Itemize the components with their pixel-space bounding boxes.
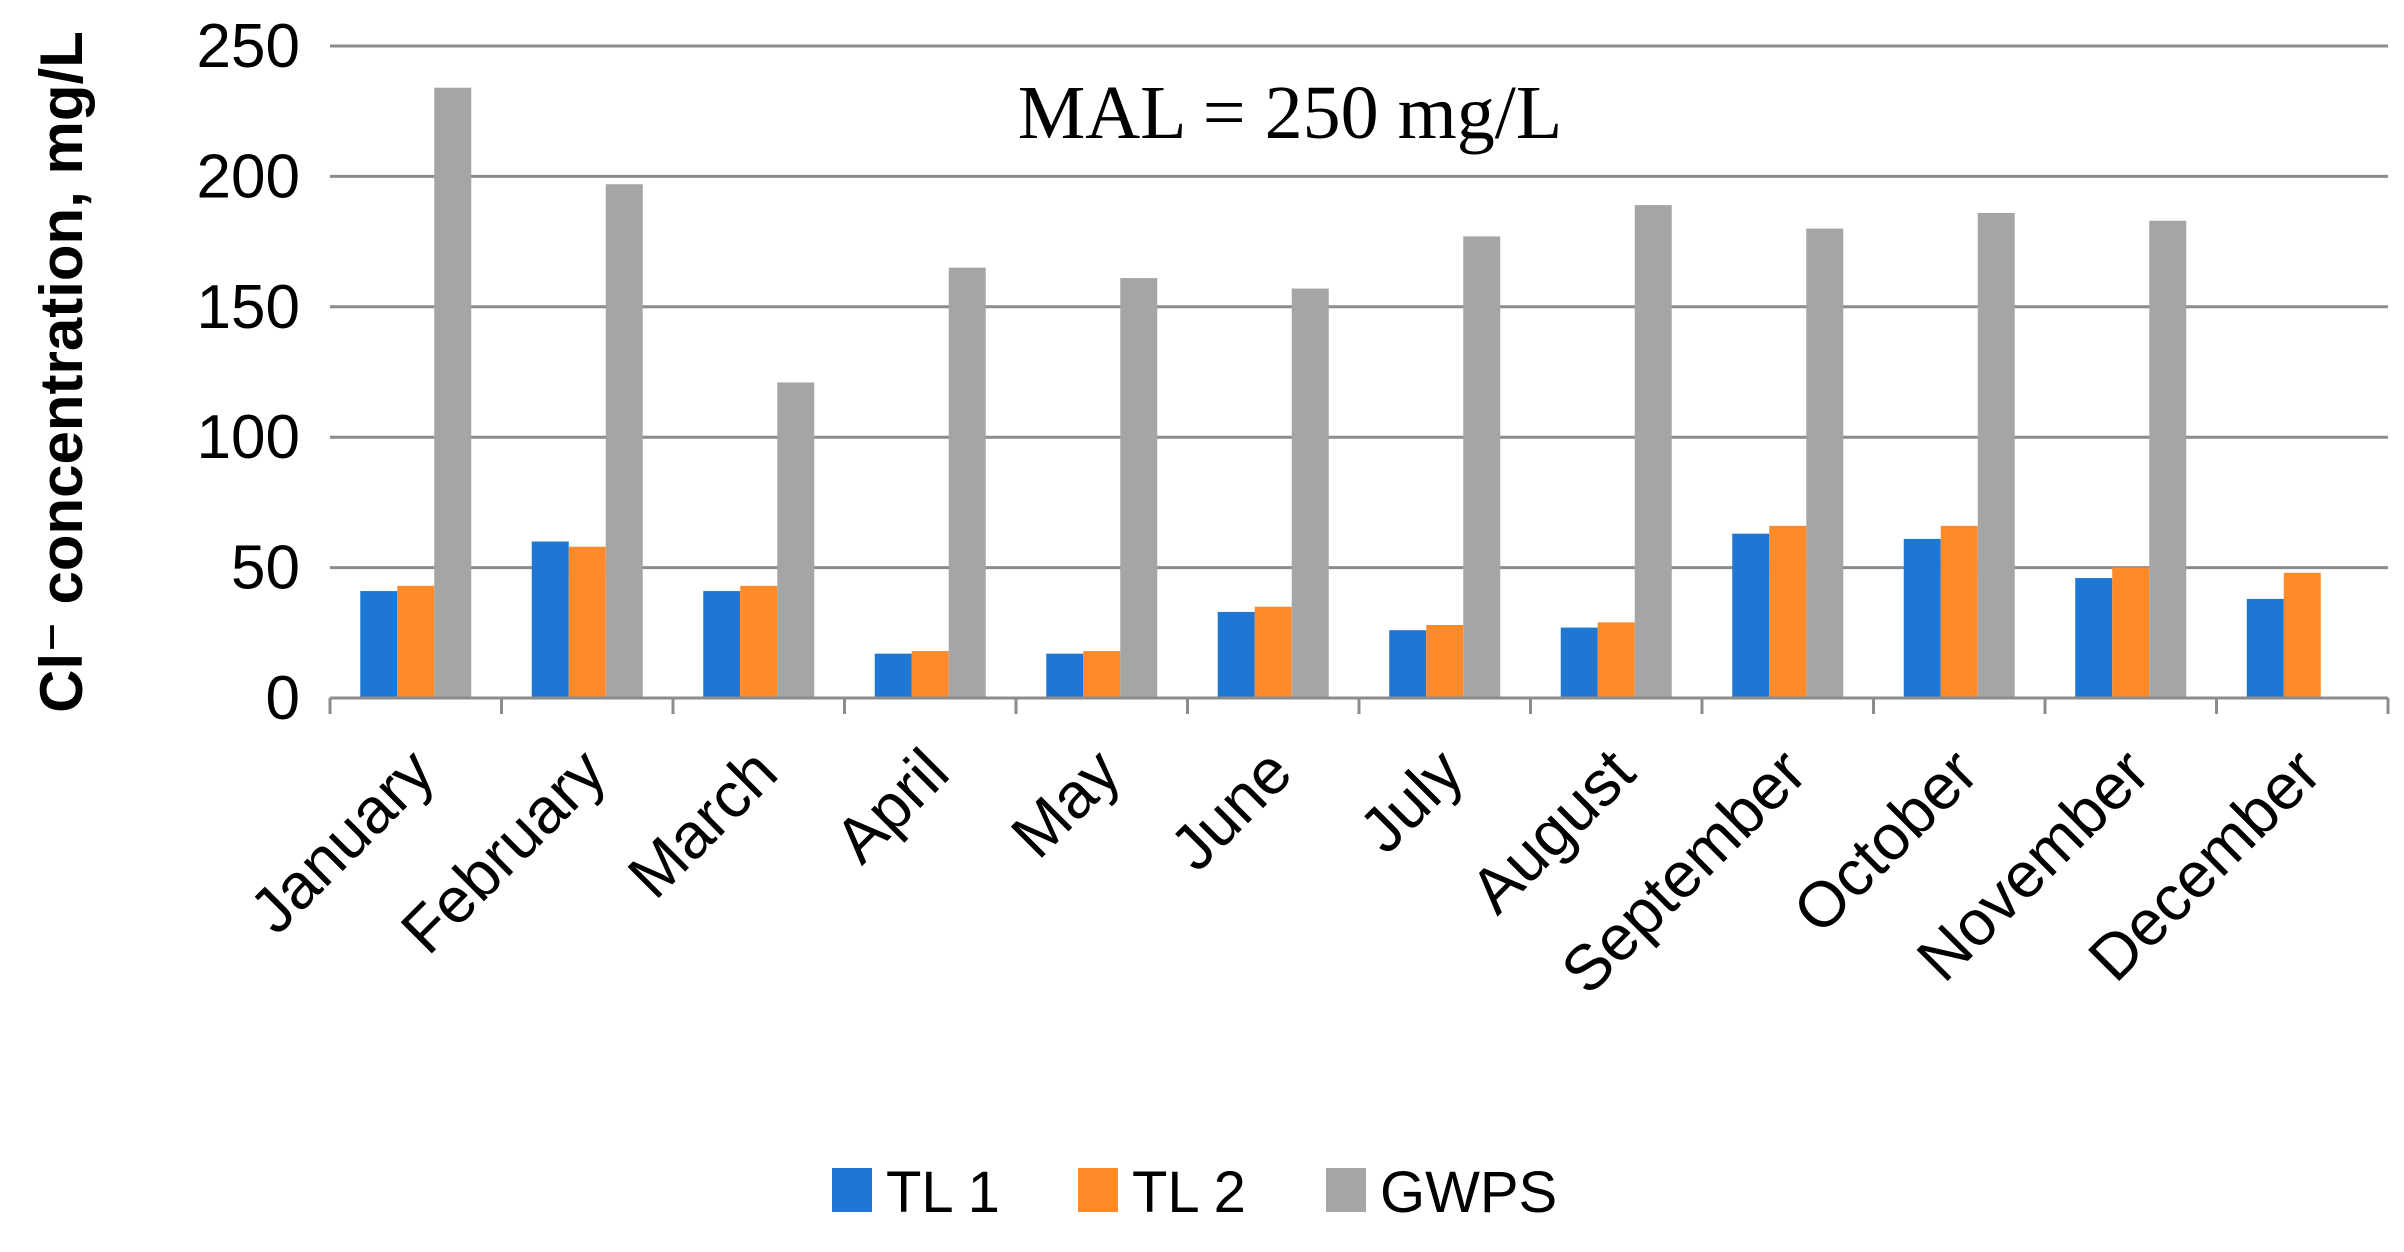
bar-gwps xyxy=(1634,205,1672,698)
bar-gwps xyxy=(948,267,986,698)
bar-tl-2 xyxy=(1426,624,1464,698)
legend-swatch xyxy=(1078,1168,1118,1212)
bar-tl-2 xyxy=(1940,525,1978,698)
legend-label: TL 2 xyxy=(1132,1160,1246,1225)
x-tick-label: April xyxy=(821,735,962,876)
mal-annotation: MAL = 250 mg/L xyxy=(1018,71,1563,155)
bar-tl-1 xyxy=(1217,611,1255,698)
bar-tl-2 xyxy=(1254,606,1292,698)
bar-tl-1 xyxy=(360,591,398,698)
legend-swatch xyxy=(1326,1168,1366,1212)
bar-gwps xyxy=(605,184,643,698)
gridlines xyxy=(330,44,2388,570)
bar-tl-1 xyxy=(1046,653,1084,698)
bar-gwps xyxy=(1120,278,1158,698)
bar-tl-2 xyxy=(1597,622,1635,698)
bar-tl-1 xyxy=(874,653,912,698)
bar-tl-1 xyxy=(703,591,741,698)
bar-gwps xyxy=(434,87,472,698)
bar-tl-2 xyxy=(2112,567,2150,698)
bar-tl-1 xyxy=(1389,630,1427,698)
bar-gwps xyxy=(777,382,815,698)
bar-tl-1 xyxy=(2075,578,2113,698)
y-tick-label: 200 xyxy=(197,142,300,211)
y-tick-label: 0 xyxy=(266,664,300,733)
bar-gwps xyxy=(1977,212,2015,699)
bar-tl-2 xyxy=(911,651,949,698)
x-tick-label: May xyxy=(997,735,1133,871)
bar-tl-1 xyxy=(1560,627,1598,698)
bar-gwps xyxy=(2149,220,2187,698)
y-tick-label: 250 xyxy=(197,12,300,81)
bar-tl-1 xyxy=(2246,598,2284,698)
bar-tl-1 xyxy=(1732,533,1770,698)
y-tick-label: 100 xyxy=(197,403,300,472)
legend-label: TL 1 xyxy=(886,1160,1000,1225)
y-axis-title: Cl⁻ concentration, mg/L xyxy=(28,31,95,713)
x-tick-label: July xyxy=(1345,735,1476,866)
x-tick-label: June xyxy=(1156,735,1305,884)
bars xyxy=(360,87,2321,699)
x-tick-label: March xyxy=(614,735,791,912)
axes xyxy=(328,696,2390,714)
bar-gwps xyxy=(1291,288,1329,698)
bar-tl-2 xyxy=(397,585,435,698)
legend: TL 1 TL 2 GWPS xyxy=(832,1160,1557,1225)
bar-tl-2 xyxy=(740,585,778,698)
bar-gwps xyxy=(1806,228,1844,698)
y-tick-label: 150 xyxy=(197,273,300,342)
bar-gwps xyxy=(1463,236,1501,698)
y-tick-label: 50 xyxy=(231,534,300,603)
bar-tl-1 xyxy=(531,541,569,698)
bar-tl-1 xyxy=(1903,538,1941,698)
bar-tl-2 xyxy=(568,546,606,698)
legend-label: GWPS xyxy=(1380,1160,1557,1225)
bar-tl-2 xyxy=(2283,572,2321,698)
bar-tl-2 xyxy=(1083,651,1121,698)
bar-tl-2 xyxy=(1769,525,1807,698)
y-tick-labels: 0 50 100 150 200 250 xyxy=(197,12,300,733)
legend-swatch xyxy=(832,1168,872,1212)
